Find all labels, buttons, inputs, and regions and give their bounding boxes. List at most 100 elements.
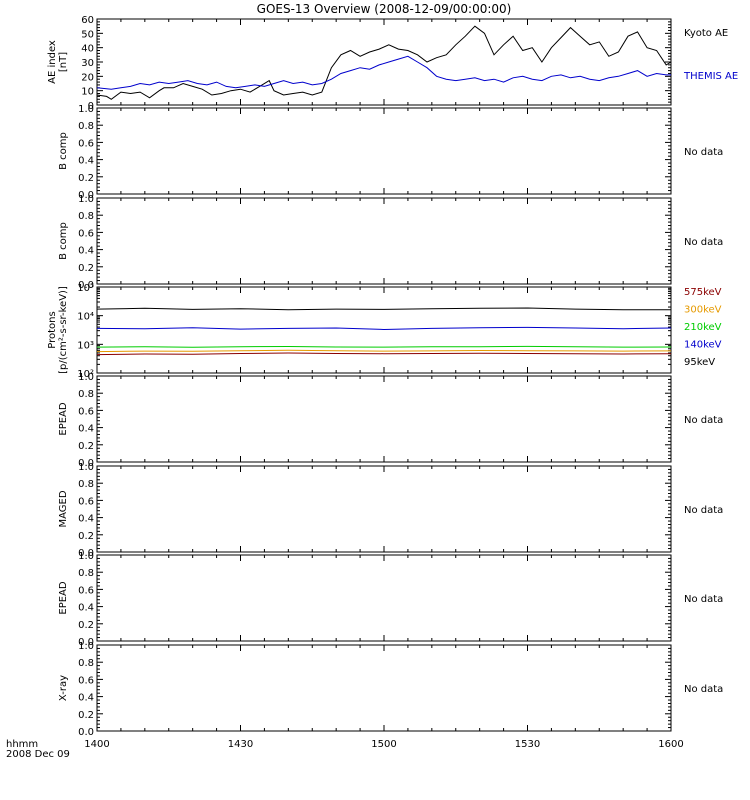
x-tick-label: 1500 [371, 739, 396, 750]
y-axis-label: B comp [58, 132, 69, 170]
x-tick-label: 1600 [658, 739, 683, 750]
y-axis-label: X-ray [58, 675, 69, 701]
y-tick-label: 0.0 [78, 727, 94, 738]
y-tick-label: 0.2 [78, 710, 94, 721]
y-tick-label: 0 [88, 101, 94, 112]
date-label: 2008 Dec 09 [6, 749, 70, 760]
series-line [96, 349, 672, 353]
y-tick-label: 0.2 [78, 620, 94, 631]
y-axis-label: EPEAD [58, 581, 69, 615]
panel-stack: 0 10 20 30 40 50 60 AE index [nT] Kyoto AE THEMIS … [47, 15, 738, 738]
y-tick-label: 1.0 [78, 641, 94, 652]
x-axis-ticks: 1400 1430 1500 1530 1600 [84, 19, 684, 750]
panel-ae: 0 10 20 30 40 50 60 AE index [nT] Kyoto AE THEMIS … [47, 15, 738, 112]
series-line [96, 345, 672, 348]
y-tick-label: 0.0 [78, 548, 94, 559]
y-axis-label: AE index [47, 40, 58, 84]
y-tick-label: 0.6 [78, 406, 94, 417]
panel-frame [96, 644, 672, 732]
y-tick-label: 0.6 [78, 138, 94, 149]
series-label: 95keV [684, 357, 715, 368]
series-label: No data [684, 415, 723, 426]
y-tick-label: 0.6 [78, 496, 94, 507]
y-tick-label: 0.0 [78, 458, 94, 469]
y-tick-label: 0.4 [78, 603, 94, 614]
y-tick-label: 0.8 [78, 121, 94, 132]
panel-maged: 0.0 0.2 0.4 0.6 0.8 1.0 MAGED No data [58, 462, 723, 559]
y-tick-label: 0.8 [78, 211, 94, 222]
y-tick-label: 0.4 [78, 246, 94, 257]
series-line [96, 326, 672, 331]
y-tick-label: 10 [81, 87, 94, 98]
y-tick-label: 30 [81, 58, 94, 69]
series-line [96, 307, 671, 311]
panel-frame [96, 197, 672, 285]
panel-frame [96, 465, 672, 553]
y-tick-label: 0.8 [78, 479, 94, 490]
y-tick-label: 0.4 [78, 693, 94, 704]
y-tick-label: 0.2 [78, 531, 94, 542]
y-tick-label: 0.4 [78, 424, 94, 435]
y-tick-label: 10² [77, 369, 94, 380]
y-tick-label: 0.2 [78, 263, 94, 274]
y-tick-label: 1.0 [78, 462, 94, 473]
y-tick-label: 0.4 [78, 514, 94, 525]
y-tick-label: 10⁴ [77, 312, 94, 323]
y-tick-label: 1.0 [78, 194, 94, 205]
series-label: 575keV [684, 287, 722, 298]
y-axis-label: [nT] [58, 52, 69, 72]
panel-frame [96, 375, 672, 463]
y-tick-label: 0.2 [78, 173, 94, 184]
y-axis-label: B comp [58, 222, 69, 260]
series-label: 300keV [684, 305, 722, 316]
y-tick-label: 10⁵ [77, 283, 94, 294]
panel-bcomp1: 0.0 0.2 0.4 0.6 0.8 1.0 B comp No data [58, 104, 723, 201]
y-axis-label: Protons [47, 311, 58, 348]
x-tick-label: 1430 [228, 739, 253, 750]
y-axis-label: MAGED [58, 490, 69, 527]
x-tick-label: 1530 [515, 739, 540, 750]
y-tick-label: 50 [81, 29, 94, 40]
plot-title: GOES-13 Overview (2008-12-09/00:00:00) [257, 2, 512, 16]
y-tick-label: 0.6 [78, 675, 94, 686]
panel-frame [96, 554, 672, 642]
panel-frame [96, 107, 672, 195]
series-label: THEMIS AE [683, 71, 738, 82]
x-tick-label: 1400 [84, 739, 109, 750]
y-tick-label: 0.6 [78, 585, 94, 596]
series-line [96, 55, 671, 90]
series-label: Kyoto AE [684, 28, 728, 39]
y-tick-label: 1.0 [78, 372, 94, 383]
y-tick-label: 60 [81, 15, 94, 26]
y-axis-label: [p/(cm²-s-sr-keV)] [58, 286, 69, 374]
series-label: 140keV [684, 340, 722, 351]
panel-frame [96, 18, 672, 106]
y-tick-label: 0.4 [78, 156, 94, 167]
panel-epead2: 0.0 0.2 0.4 0.6 0.8 1.0 EPEAD No data [58, 551, 723, 648]
y-tick-label: 1.0 [78, 104, 94, 115]
y-axis-label: EPEAD [58, 402, 69, 436]
panel-protons: 10² 10³ 10⁴ 10⁵ Protons [p/(cm²-s-sr-keV)] 575… [47, 283, 722, 380]
y-tick-label: 20 [81, 72, 94, 83]
series-label: 210keV [684, 322, 722, 333]
series-line [96, 352, 672, 356]
y-tick-label: 0.0 [78, 280, 94, 291]
y-tick-label: 0.0 [78, 190, 94, 201]
series-line [96, 25, 672, 100]
y-tick-label: 0.2 [78, 441, 94, 452]
y-tick-label: 1.0 [78, 551, 94, 562]
series-label: No data [684, 594, 723, 605]
y-tick-label: 0.8 [78, 568, 94, 579]
y-tick-label: 0.6 [78, 228, 94, 239]
y-tick-label: 10³ [77, 340, 94, 351]
series-label: No data [684, 684, 723, 695]
panel-bcomp2: 0.0 0.2 0.4 0.6 0.8 1.0 B comp No data [58, 194, 723, 291]
y-tick-label: 0.0 [78, 637, 94, 648]
panel-xray: 0.0 0.2 0.4 0.6 0.8 1.0 X-ray No data [58, 641, 723, 738]
y-tick-label: 0.8 [78, 389, 94, 400]
series-label: No data [684, 505, 723, 516]
series-label: No data [684, 237, 723, 248]
y-tick-label: 0.8 [78, 658, 94, 669]
series-label: No data [684, 147, 723, 158]
